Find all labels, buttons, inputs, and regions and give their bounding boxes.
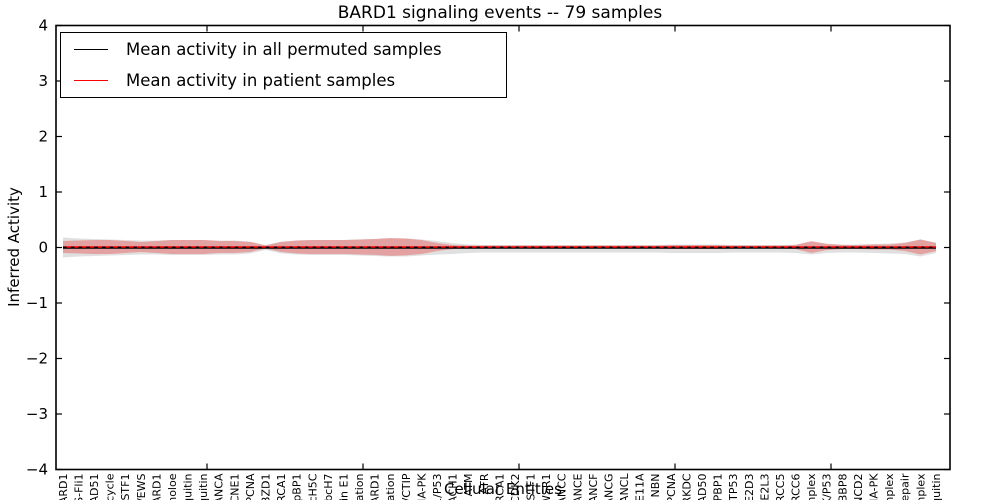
x-category-label: CCNE1 — [228, 474, 241, 500]
y-tick-label: 2 — [38, 128, 48, 146]
legend-row-permuted: Mean activity in all permuted samples — [61, 36, 506, 63]
x-category-label: BARD1/CSTF1/BRCA1 — [275, 474, 288, 500]
y-tick-label: −1 — [26, 294, 48, 312]
x-category-label: CDK2 — [509, 474, 522, 500]
x-category-label: UBE2D3 — [743, 473, 756, 500]
x-category-label: XRCC6 — [790, 474, 803, 500]
x-category-label: FANCA — [213, 473, 226, 500]
x-category-label: FANCD2 — [852, 474, 865, 500]
x-major-ticks — [206, 25, 832, 470]
x-category-label: FANCE — [571, 473, 584, 500]
y-tick-label: 4 — [38, 17, 48, 35]
x-category-label: RBBP8 — [836, 474, 849, 500]
legend-label-permuted: Mean activity in all permuted samples — [126, 40, 442, 60]
x-category-label: MRE11A — [634, 473, 647, 500]
x-category-label: BRCA1/BARD1/ubiquitin — [197, 473, 210, 500]
x-category-label: M/R/N Complex — [883, 473, 896, 500]
x-category-label: DNA-PK — [867, 473, 880, 500]
x-category-labels: BARD1BARD1/EWS-Fli1RAD51G1/S transition … — [57, 473, 943, 500]
x-category-label: BRCA1/BARD1/DNA-directed RNA polymerase … — [166, 473, 179, 500]
x-category-label: NBN — [649, 474, 662, 498]
x-category-label: BRCA1/BARD1/CTIP — [400, 473, 413, 500]
x-category-label: DNA repair — [899, 473, 912, 500]
legend-row-patient: Mean activity in patient samples — [61, 67, 506, 94]
legend-label-patient: Mean activity in patient samples — [126, 70, 396, 90]
x-category-label: CSTF1 — [525, 474, 538, 500]
x-category-label: FA complex — [914, 473, 927, 500]
y-axis-label: Inferred Activity — [5, 187, 23, 307]
x-category-label: ATR — [478, 473, 491, 494]
x-category-label: mRNA polyadenylation — [384, 473, 397, 500]
x-category-label: ATM — [462, 474, 475, 497]
x-category-label: RAD51 — [88, 474, 101, 500]
x-axis-label: Cellular Entities — [444, 480, 562, 498]
legend: Mean activity in all permuted samples Me… — [60, 32, 507, 98]
chart-title: BARD1 signaling events -- 79 samples — [337, 3, 663, 23]
x-category-label: BRCA1/BACH1/BARD1/TopBP1 — [291, 474, 304, 500]
x-category-label: FANCF — [587, 474, 600, 500]
x-category-label: protein ubiquitination — [353, 473, 366, 500]
x-category-label: RAD50 — [696, 474, 709, 500]
x-category-label: BRCA1/BARD1/Ubiquitin — [182, 473, 195, 500]
x-category-label: BRCA1/BARD1/P53 — [431, 473, 444, 500]
x-category-label: BRCA1/BARD1 — [369, 474, 382, 500]
x-category-label: BRCA1/BARD1/CTIP/M/R/N Complex — [805, 473, 818, 500]
x-category-label: BRCA1/BARD1/UbcH7 — [322, 474, 335, 500]
x-category-label: PRKDC — [680, 473, 693, 500]
x-category-label: CDK2/Cyclin E1 — [337, 474, 350, 500]
x-category-label: BARD1/DNA-PK/P53 — [821, 474, 834, 500]
x-category-label: EWSR1 — [540, 474, 553, 500]
x-category-label: BARD1/EWS — [135, 473, 148, 500]
y-tick-label: −4 — [26, 461, 48, 479]
x-category-label: FANCG — [602, 474, 615, 500]
x-category-label: UBE2L3 — [758, 474, 771, 500]
x-category-label: BARD1/EWS-Fli1 — [72, 474, 85, 500]
x-category-label: XRCC5 — [774, 474, 787, 500]
x-category-label: BARD1/CSTF1 — [119, 474, 132, 500]
x-category-label: BRCA1/BARD1/UbcH5C — [306, 473, 319, 500]
x-category-label: FA complex/FANCD2/Ubiquitin — [930, 473, 943, 500]
x-category-label: BARD1/DNA-PK — [415, 473, 428, 500]
x-category-label: BRCA1 — [493, 474, 506, 500]
x-category-label: TP53 — [727, 474, 740, 500]
y-tick-label: 1 — [38, 183, 48, 201]
permuted-line-sample — [74, 49, 108, 51]
y-ticks: 4 3 2 1 0 −1 −2 −3 −4 — [26, 17, 950, 479]
x-category-label: BRCA1/BACH1/BARD1 — [150, 474, 163, 500]
patient-line-sample — [74, 79, 108, 81]
x-category-label: PCNA — [665, 473, 678, 500]
y-tick-label: 3 — [38, 72, 48, 90]
x-category-label: UniProt:Q9BZD1 — [260, 474, 273, 500]
x-category-label: BARD1 — [57, 474, 70, 500]
x-category-label: FANCL — [618, 473, 631, 500]
x-category-label: BRCA1/BARD1/RAD51/PCNA — [244, 473, 257, 500]
y-tick-label: 0 — [38, 239, 48, 257]
y-tick-label: −3 — [26, 405, 48, 423]
x-category-label: BRCA1/BACH1 — [447, 474, 460, 500]
y-tick-label: −2 — [26, 350, 48, 368]
x-category-label: TOPBP1 — [712, 474, 725, 500]
x-category-label: G1/S transition of mitotic cell cycle — [104, 473, 117, 500]
x-category-label: FANCC — [556, 473, 569, 500]
